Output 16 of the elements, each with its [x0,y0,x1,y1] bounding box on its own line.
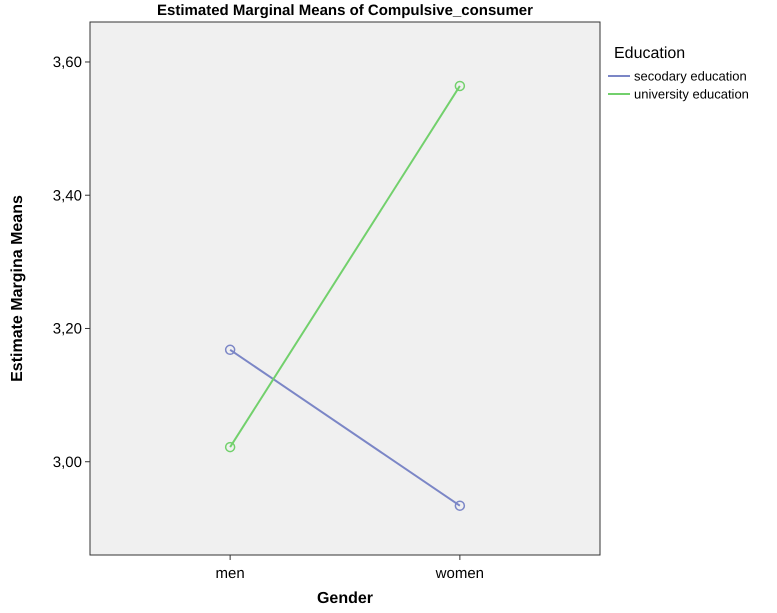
legend-label: university education [634,86,749,102]
legend-label: secodary education [634,68,747,84]
y-tick-label: 3,40 [52,187,82,204]
y-tick-label: 3,20 [52,320,82,338]
legend-title: Education [614,45,686,62]
x-tick-label: men [216,565,245,582]
chart-title: Estimated Marginal Means of Compulsive_consumer [157,2,534,19]
point [224,442,236,452]
point [224,344,236,356]
point [454,500,466,511]
x-axis-title: Gender [316,590,374,607]
y-tick-label: 3,00 [52,454,82,471]
x-tick-label: women [434,565,484,582]
y-tick-label: 3,60 [52,54,82,72]
y-axis-title: Estimate Margina Means [9,195,26,382]
point [454,80,466,92]
